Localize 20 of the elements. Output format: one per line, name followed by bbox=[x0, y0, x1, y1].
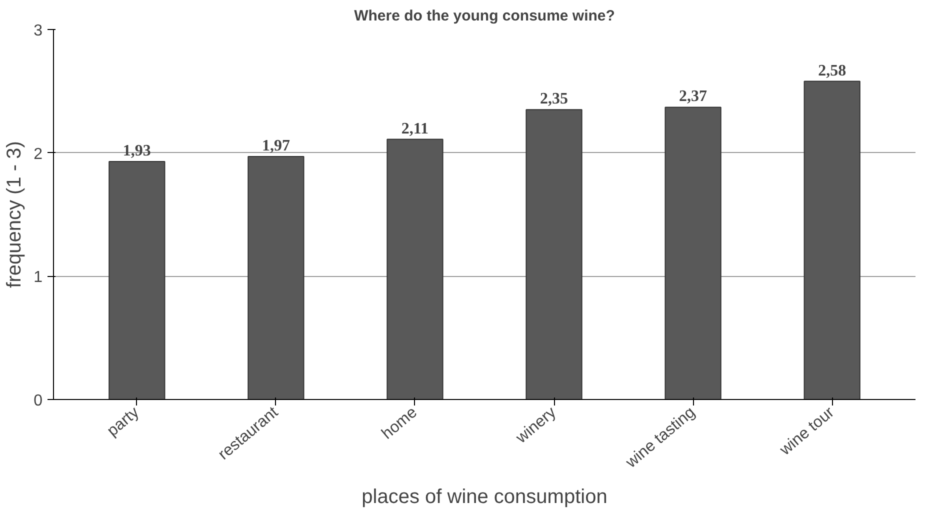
y-tick-label: 0 bbox=[34, 392, 43, 410]
data-label: 2,58 bbox=[818, 62, 846, 80]
data-label: 1,93 bbox=[122, 142, 151, 160]
y-tick-label: 1 bbox=[34, 269, 43, 286]
bar bbox=[386, 138, 444, 400]
y-tick-label: 2 bbox=[34, 146, 43, 163]
bar bbox=[664, 106, 722, 400]
x-axis-title: places of wine consumption bbox=[362, 486, 608, 508]
data-label: 1,97 bbox=[262, 138, 290, 155]
bar bbox=[526, 109, 582, 400]
data-label: 2,11 bbox=[401, 120, 429, 138]
data-label: 2,37 bbox=[679, 88, 708, 106]
x-tick-label: wine tour bbox=[776, 404, 838, 460]
y-tick-label: 3 bbox=[34, 22, 43, 40]
bar bbox=[248, 156, 304, 400]
bar bbox=[804, 80, 860, 400]
bar bbox=[108, 160, 166, 400]
y-axis-title: frequency (1 - 3) bbox=[4, 141, 26, 288]
chart-title: Where do the young consume wine? bbox=[354, 8, 615, 24]
data-label: 2,35 bbox=[540, 90, 568, 108]
